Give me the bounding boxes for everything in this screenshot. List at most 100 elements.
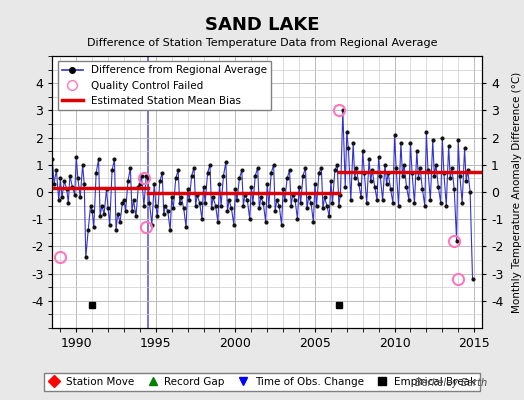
- Point: [432, 162, 440, 168]
- Point: [84, 227, 92, 233]
- Point: [60, 178, 69, 184]
- Point: [214, 219, 222, 225]
- Point: [102, 186, 111, 192]
- Point: [275, 202, 283, 209]
- Point: [357, 194, 365, 201]
- Point: [145, 200, 154, 206]
- Point: [166, 227, 174, 233]
- Point: [116, 219, 124, 225]
- Point: [94, 156, 103, 162]
- Point: [326, 178, 335, 184]
- Point: [191, 202, 200, 209]
- Point: [104, 205, 112, 212]
- Point: [464, 167, 472, 174]
- Point: [257, 194, 265, 201]
- Point: [400, 162, 408, 168]
- Point: [406, 140, 414, 146]
- Point: [144, 175, 152, 182]
- Point: [247, 183, 256, 190]
- Point: [311, 181, 319, 187]
- Point: [346, 197, 355, 203]
- Point: [426, 197, 434, 203]
- Point: [360, 170, 368, 176]
- Point: [384, 170, 392, 176]
- Point: [259, 200, 267, 206]
- Point: [365, 156, 373, 162]
- Point: [66, 172, 74, 179]
- Point: [410, 200, 419, 206]
- Point: [137, 172, 146, 179]
- Point: [54, 197, 63, 203]
- Point: [243, 197, 252, 203]
- Point: [329, 200, 337, 206]
- Point: [82, 254, 90, 260]
- Point: [376, 172, 385, 179]
- Point: [88, 208, 96, 214]
- Point: [64, 200, 72, 206]
- Point: [293, 216, 302, 222]
- Point: [185, 197, 193, 203]
- Point: [392, 164, 400, 171]
- Point: [171, 175, 180, 182]
- Point: [299, 172, 307, 179]
- Point: [105, 222, 114, 228]
- Point: [363, 200, 371, 206]
- Point: [56, 175, 64, 182]
- Point: [291, 197, 299, 203]
- Point: [370, 183, 379, 190]
- Point: [156, 178, 164, 184]
- Point: [223, 208, 232, 214]
- Point: [58, 194, 66, 201]
- Point: [289, 192, 297, 198]
- Point: [169, 205, 178, 212]
- Point: [418, 186, 427, 192]
- Point: [390, 132, 399, 138]
- Point: [447, 164, 456, 171]
- Point: [80, 181, 89, 187]
- Point: [349, 140, 357, 146]
- Point: [339, 107, 347, 114]
- Point: [188, 172, 196, 179]
- Point: [97, 202, 106, 209]
- Point: [331, 167, 339, 174]
- Point: [254, 164, 262, 171]
- Point: [301, 164, 310, 171]
- Point: [158, 170, 167, 176]
- Point: [160, 210, 168, 217]
- Point: [277, 222, 286, 228]
- Point: [395, 202, 403, 209]
- Point: [323, 202, 331, 209]
- Point: [307, 200, 315, 206]
- Text: Berkeley Earth: Berkeley Earth: [415, 378, 487, 388]
- Point: [452, 238, 461, 244]
- Point: [352, 164, 361, 171]
- Point: [405, 197, 413, 203]
- Point: [378, 197, 387, 203]
- Point: [176, 200, 184, 206]
- Point: [182, 224, 190, 230]
- Point: [468, 276, 477, 282]
- Point: [142, 172, 150, 179]
- Point: [287, 202, 296, 209]
- Point: [68, 183, 77, 190]
- Point: [450, 186, 458, 192]
- Point: [336, 192, 345, 198]
- Text: SAND LAKE: SAND LAKE: [205, 16, 319, 34]
- Point: [402, 183, 411, 190]
- Point: [304, 194, 313, 201]
- Point: [71, 192, 79, 198]
- Point: [386, 186, 395, 192]
- Point: [134, 183, 143, 190]
- Point: [118, 200, 127, 206]
- Point: [251, 172, 259, 179]
- Point: [279, 186, 287, 192]
- Point: [151, 202, 160, 209]
- Point: [48, 156, 57, 162]
- Point: [198, 216, 206, 222]
- Point: [398, 172, 407, 179]
- Point: [195, 200, 204, 206]
- Point: [246, 216, 254, 222]
- Point: [183, 186, 192, 192]
- Point: [389, 200, 397, 206]
- Point: [203, 170, 212, 176]
